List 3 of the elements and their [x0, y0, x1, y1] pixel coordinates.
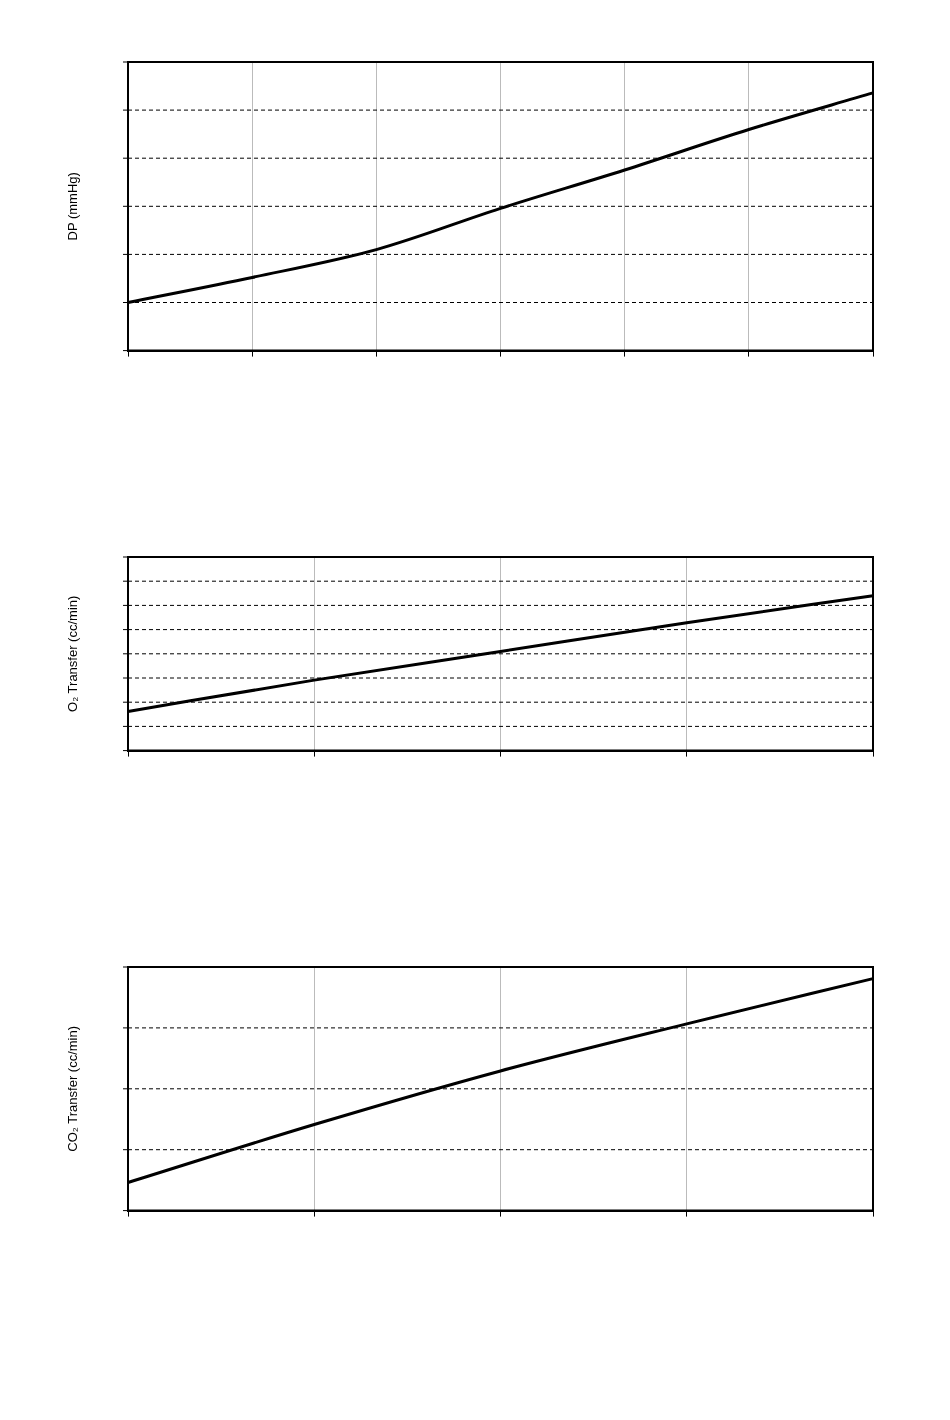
y-axis-title: O₂ Transfer (cc/min)	[64, 595, 80, 712]
y-axis-title: CO₂ Transfer (cc/min)	[64, 1025, 80, 1152]
y-axis-title: DP (mmHg)	[64, 172, 80, 241]
